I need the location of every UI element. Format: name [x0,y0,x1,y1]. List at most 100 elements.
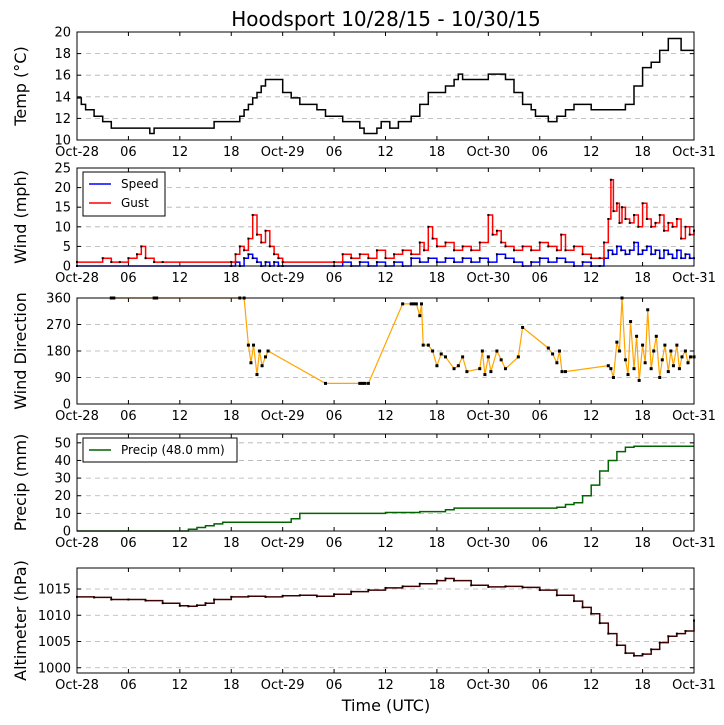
wind-point [431,237,434,240]
wind-y-tick-label: 10 [54,220,71,235]
wind-x-tick-label: 18 [223,271,240,286]
wind-point [478,257,481,260]
wind-point [255,261,258,264]
direction-point [555,361,559,365]
altimeter-point [538,589,541,592]
altimeter-x-tick-label: Oct-29 [261,678,305,693]
wind-point [264,229,267,232]
wind-point [410,253,413,256]
direction-point [546,346,550,350]
wind-y-tick-label: 5 [63,240,71,255]
altimeter-x-tick-label: 12 [583,678,600,693]
altimeter-point [684,630,687,632]
wind-point [628,221,631,224]
altimeter-point [161,602,164,605]
wind-point [633,214,636,217]
direction-point [483,373,487,377]
wind-point [384,257,387,260]
altimeter-x-tick-label: Oct-31 [672,678,716,693]
wind-y-tick-label: 15 [54,201,71,216]
wind-point [453,261,456,264]
wind-point [637,253,640,256]
temp-y-tick-label: 16 [54,69,71,84]
altimeter-point [298,594,301,597]
altimeter-point [598,622,601,625]
altimeter-point [521,586,524,589]
wind-point [251,214,254,217]
direction-point [637,378,641,382]
wind-point [547,245,550,248]
precip-x-tick-label: Oct-30 [466,536,510,551]
wind-point [538,241,541,244]
altimeter-point [581,606,584,609]
wind-point [435,261,438,264]
wind-point [688,233,691,236]
wind-point [671,257,674,260]
altimeter-point [573,600,576,603]
wind-point [410,257,413,260]
precip-series-precip-48-0-mm [77,445,694,532]
direction-x-tick-label: 06 [120,409,137,424]
direction-point [414,302,418,306]
wind-y-tick-label: 25 [54,162,71,177]
direction-point [480,349,484,353]
direction-point [557,349,561,353]
direction-point [652,349,656,353]
wind-point [478,241,481,244]
altimeter-x-tick-label: 06 [531,678,548,693]
direction-x-tick-label: Oct-31 [672,409,716,424]
wind-point [495,229,498,232]
wind-point [268,245,271,248]
direction-point [255,373,259,377]
precip-x-tick-label: 06 [326,536,343,551]
direction-series-line [111,297,694,384]
altimeter-point [650,648,653,651]
wind-point [680,237,683,240]
wind-point [611,253,614,256]
wind-point [273,253,276,256]
wind-x-tick-label: 18 [429,271,446,286]
precip-x-tick-label: Oct-31 [672,536,716,551]
wind-point [555,257,558,260]
wind-x-tick-label: Oct-29 [261,271,305,286]
altimeter-x-tick-label: Oct-30 [466,678,510,693]
direction-point [641,343,645,347]
temp-y-tick-label: 10 [54,134,71,149]
temp-y-tick-label: 12 [54,112,71,127]
wind-point [358,261,361,264]
altimeter-point [264,595,267,598]
wind-point [144,257,147,260]
precip-x-tick-label: 12 [583,536,600,551]
wind-point [350,257,353,260]
altimeter-point [195,604,198,607]
direction-point [439,352,443,356]
direction-point [478,367,482,371]
wind-point [375,249,378,252]
direction-point [563,370,567,374]
direction-point [260,364,264,368]
direction-x-tick-label: 18 [634,409,651,424]
wind-point [513,261,516,264]
altimeter-point [435,579,438,582]
wind-point [238,245,241,248]
direction-point [635,334,639,338]
direction-point [409,302,413,306]
altimeter-point [93,596,96,599]
wind-point [645,245,648,248]
altimeter-point [418,582,421,585]
temp-series-temp [77,37,694,135]
direction-point [663,343,667,347]
altimeter-point [384,586,387,589]
direction-point [456,364,460,368]
wind-point [358,253,361,256]
altimeter-point [144,599,147,602]
altimeter-point [367,589,370,592]
direction-point [486,355,490,359]
direction-point [615,340,619,344]
altimeter-point [633,654,636,657]
direction-plot-frame [76,297,695,405]
wind-point [273,261,276,264]
wind-point [521,245,524,248]
altimeter-x-tick-label: 12 [172,678,189,693]
altimeter-x-tick-label: 18 [429,678,446,693]
